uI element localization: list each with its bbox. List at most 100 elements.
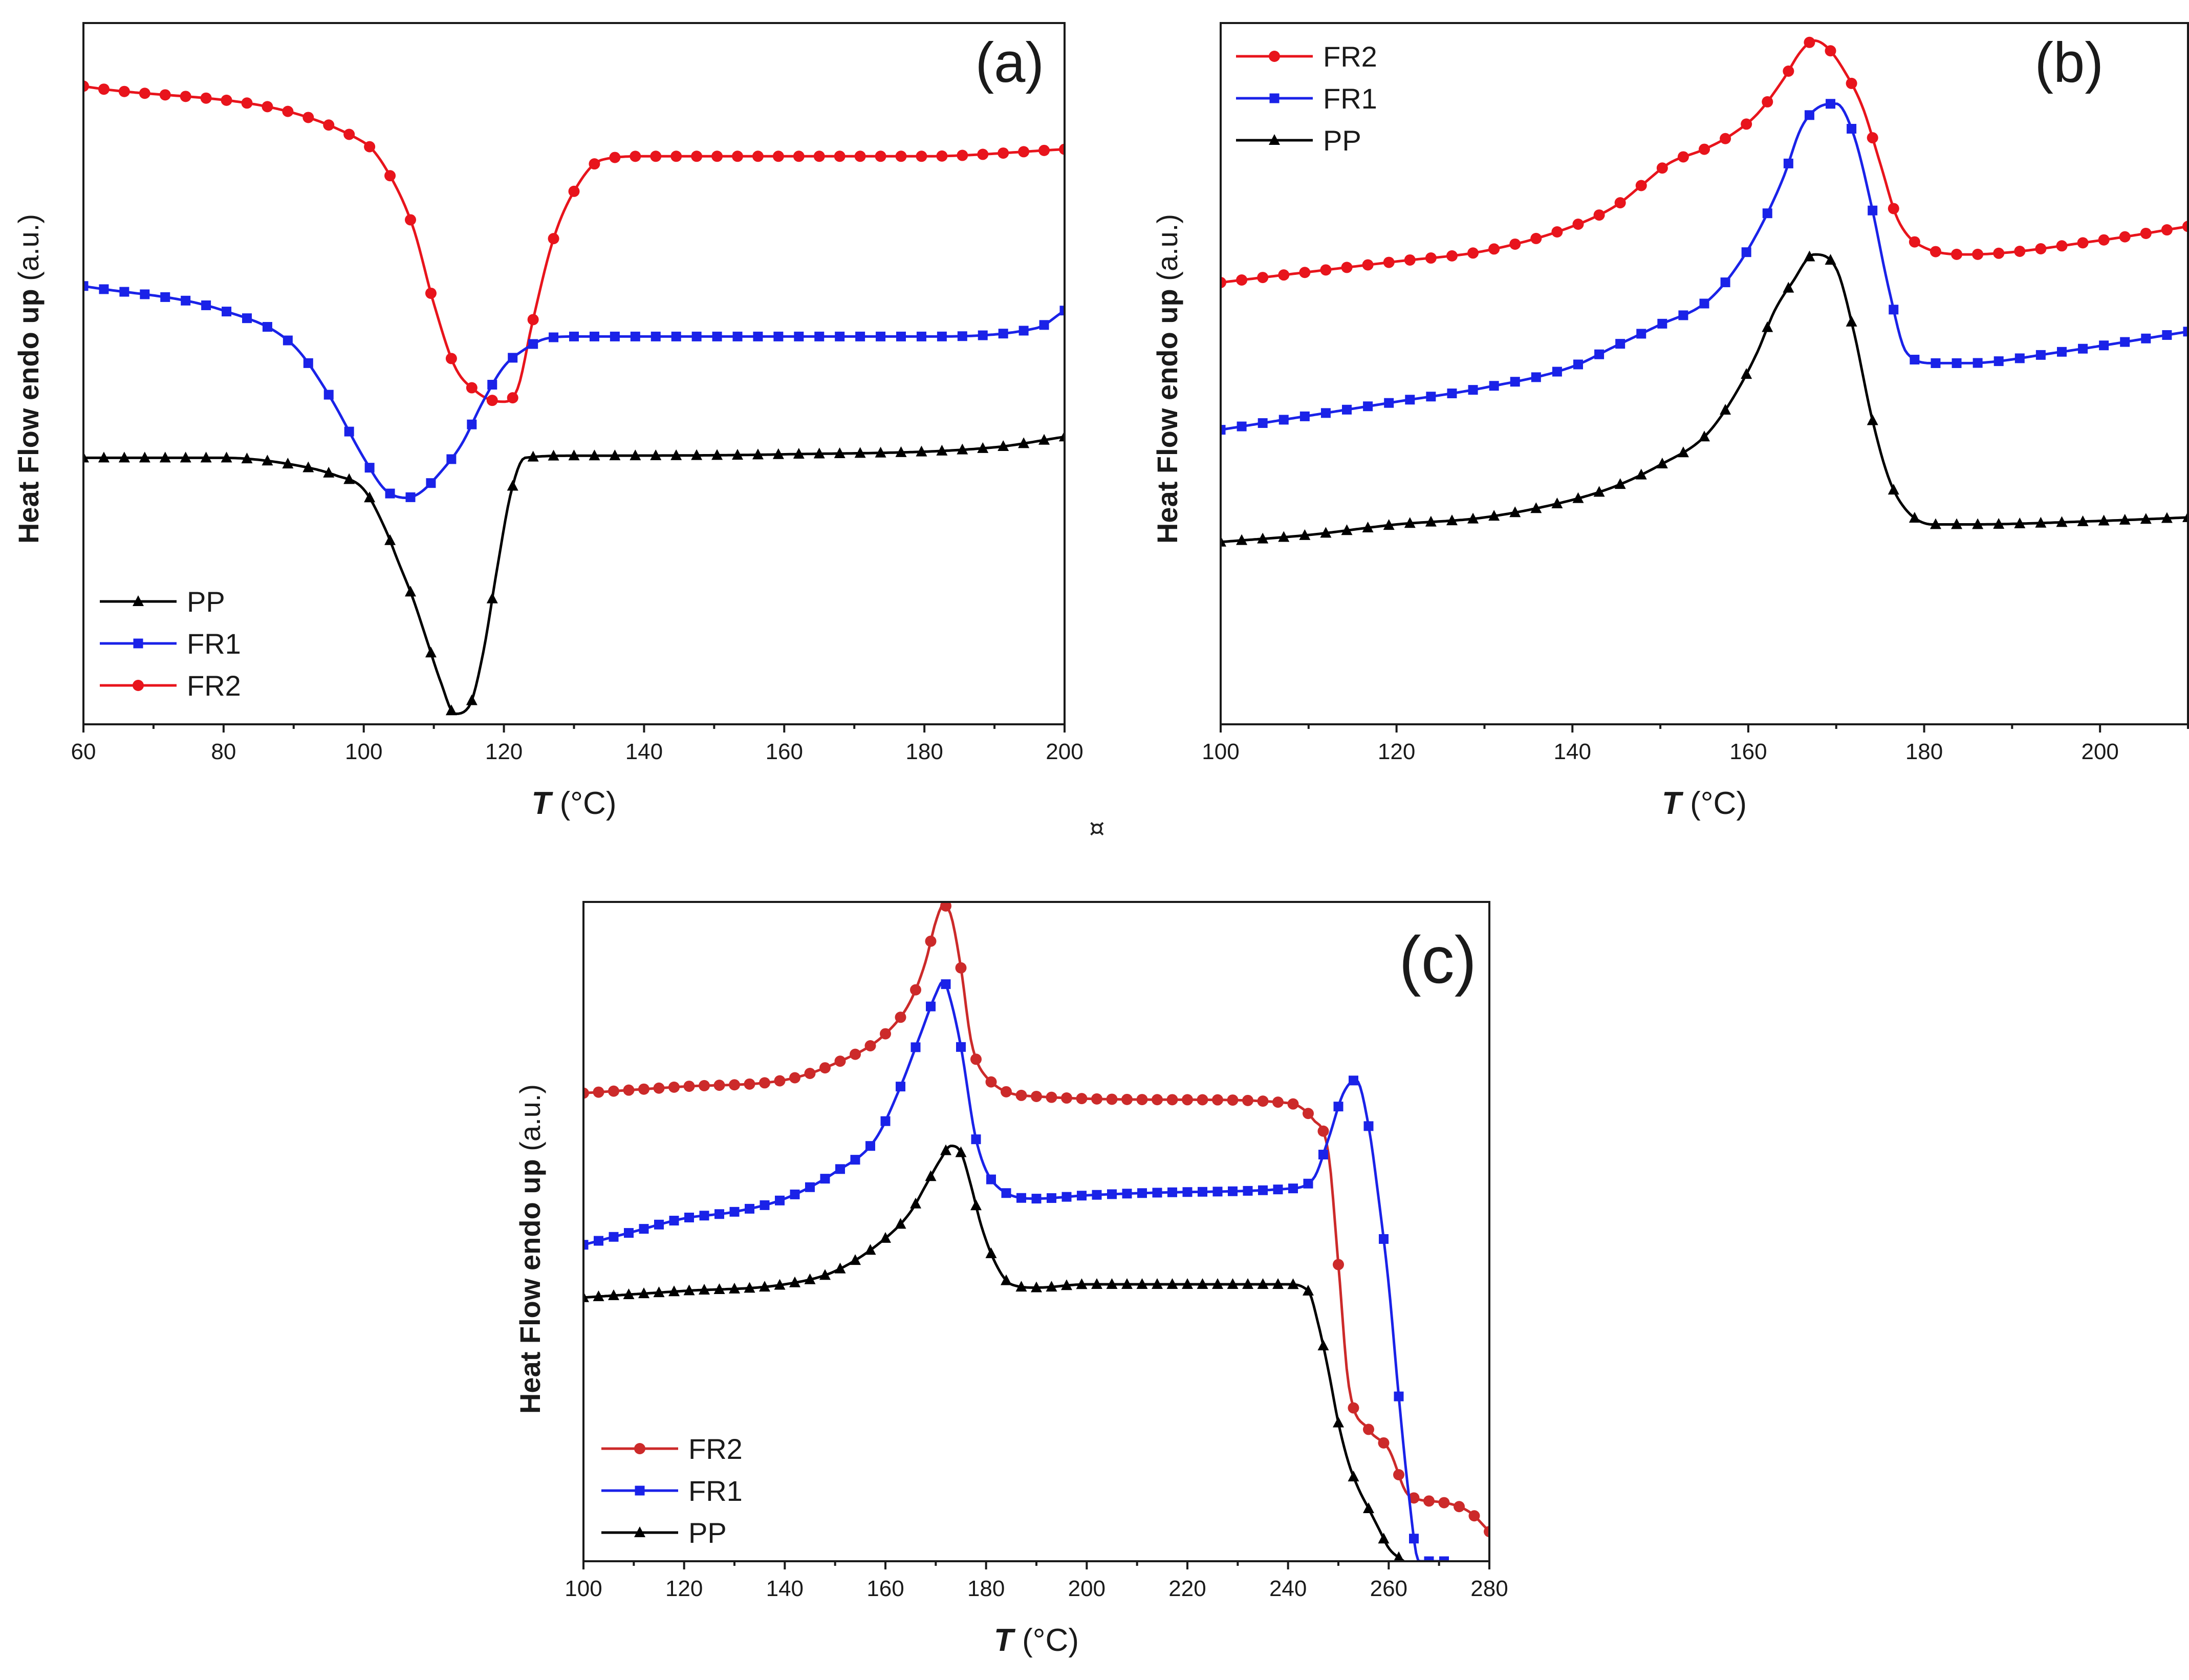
panel-a-series-pp-point	[180, 451, 191, 463]
panel-b-series-fr1-point	[1221, 425, 1226, 435]
panel-a-series-fr2-point	[957, 149, 968, 161]
panel-a-x-axis-label: T (°C)	[532, 786, 617, 821]
panel-b-series-fr1-point	[1278, 415, 1289, 425]
panel-a-legend-swatch-marker	[133, 680, 144, 691]
panel-a-series-fr2-point	[691, 150, 703, 162]
panel-b-series-fr1-point	[1342, 404, 1352, 415]
panel-c-legend-swatch-marker	[635, 1485, 645, 1496]
panel-c-series-pp-point	[1227, 1278, 1239, 1289]
panel-b-series-fr2-point	[1530, 232, 1542, 244]
panel-b-series-fr1-point	[1952, 358, 1962, 368]
panel-c-series-fr1-point	[986, 1174, 996, 1184]
panel-b-series-fr2-point	[1320, 264, 1332, 276]
panel-b-series-pp-point	[2077, 515, 2089, 526]
panel-b-label: (b)	[2035, 31, 2104, 94]
panel-a-series-fr1-point	[1039, 320, 1049, 330]
panel-c-series-fr1-point	[805, 1182, 815, 1192]
panel-a-series-pp-point	[916, 445, 927, 457]
panel-c-series-fr2-point	[713, 1080, 725, 1091]
panel-c-x-tick-label: 260	[1370, 1576, 1407, 1601]
stray-mark: ¤	[1089, 814, 1105, 843]
panel-b-series-fr2-point	[1614, 197, 1626, 209]
panel-c-series-pp-point	[1303, 1284, 1314, 1296]
panel-a-series-fr1-point	[876, 331, 886, 341]
panel-b-series-pp-point	[1951, 518, 1963, 529]
panel-c-series-fr2-point	[1303, 1108, 1314, 1119]
panel-b-series-pp-point	[1257, 532, 1269, 544]
panel-c-series-fr2-point	[1152, 1094, 1163, 1106]
panel-a-series-fr2-point	[405, 214, 416, 226]
panel-a-series-pp-point	[589, 449, 600, 461]
panel-c-series-fr1-point	[820, 1174, 830, 1184]
panel-c-series-pp-point	[1212, 1278, 1223, 1289]
panel-c-series-fr1-point	[714, 1209, 724, 1219]
panel-b-series-fr2-point	[1362, 259, 1374, 271]
panel-a-series-pp-point	[752, 448, 764, 460]
panel-c-series-fr2-point	[683, 1081, 695, 1092]
panel-c-series-pp-point	[668, 1285, 680, 1297]
panel-b-series-fr1-point	[1299, 411, 1310, 421]
panel-c-series-pp-point	[1197, 1278, 1208, 1289]
panel-c-series-fr2-point	[940, 902, 951, 912]
panel-b-series-fr2-point	[2119, 231, 2131, 243]
panel-c-series-pp-point	[1363, 1502, 1374, 1513]
panel-c-series-fr2-point	[1015, 1089, 1027, 1101]
panel-b-series-fr1-point	[1762, 208, 1772, 219]
panel-b-series-pp-point	[1320, 527, 1332, 538]
panel-b-series-pp-point	[1930, 518, 1941, 529]
panel-a-legend-item-fr2: FR2	[100, 670, 241, 702]
panel-a-series-pp-point	[793, 448, 805, 459]
panel-b-series-fr2-point	[1909, 236, 1920, 248]
panel-c-series-pp-point	[623, 1288, 635, 1300]
panel-c-series-fr1-point	[790, 1189, 800, 1199]
panel-c-series-fr2-point	[623, 1084, 635, 1096]
panel-a-series-fr1-point	[732, 331, 743, 341]
panel-b-legend-label: FR2	[1323, 40, 1377, 73]
panel-c-series-fr2-point	[970, 1053, 982, 1065]
panel-c-series-group	[583, 902, 1489, 1561]
panel-a-series-fr1-point	[855, 331, 865, 341]
panel-a-series-pp-point	[98, 451, 110, 463]
panel-b-series-fr2-point	[1488, 243, 1500, 255]
panel-a-series-fr1-point	[691, 331, 702, 341]
panel-a-series-pp-point	[936, 444, 948, 456]
panel-c-series-fr1-point	[639, 1224, 649, 1234]
panel-a-series-pp-point	[998, 440, 1009, 451]
panel-a-series-fr2-point	[98, 83, 110, 95]
panel-c-series-pp-point	[683, 1284, 695, 1296]
panel-a-legend-label: FR1	[187, 628, 241, 660]
panel-b-plot-frame	[1220, 22, 2189, 725]
panel-c-series-fr2-point	[1484, 1526, 1489, 1538]
panel-b-series-pp-point	[1446, 514, 1458, 526]
panel-c-series-fr1-point	[609, 1232, 619, 1242]
panel-b-series-fr1-point	[1910, 355, 1920, 365]
panel-c-series-fr2-point	[1001, 1086, 1012, 1097]
panel-a-legend-item-pp: PP	[100, 586, 225, 618]
panel-a-series-fr2-point	[83, 80, 89, 92]
panel-b-series-fr2-point	[1635, 180, 1647, 191]
panel-b-series-fr1-point	[1993, 356, 2004, 367]
panel-a-x-axis-label-unit: (°C)	[551, 786, 616, 821]
panel-b-series-fr2-point	[1551, 226, 1563, 238]
panel-c-series-fr1-point	[880, 1116, 891, 1126]
panel-b-series-pp-point	[2182, 511, 2188, 522]
panel-b-series-fr2-point	[2035, 243, 2047, 254]
panel-c-series-fr2-point	[834, 1056, 846, 1067]
panel-c-series-pp-point	[759, 1281, 770, 1292]
panel-a-legend-swatch-marker	[133, 595, 144, 606]
panel-a-series-pp-point	[118, 451, 130, 463]
panel-a-series-fr2-point	[507, 392, 518, 404]
panel-c-series-fr1-point	[1394, 1391, 1404, 1402]
panel-a-series-fr2-point	[630, 150, 641, 162]
panel-b-series-fr1-point	[1237, 421, 1247, 432]
panel-a-series-fr2-point	[323, 119, 335, 131]
panel-b-series-fr2-point	[1930, 246, 1941, 257]
panel-a-series-fr1-point	[569, 331, 579, 341]
panel-c-legend-swatch-marker	[634, 1526, 645, 1537]
panel-a-series-fr1-point	[651, 331, 661, 341]
panel-c-series-pp-point	[925, 1170, 937, 1181]
panel-c-series-fr2-point	[638, 1083, 649, 1095]
panel-c-x-tick-label: 240	[1269, 1576, 1307, 1601]
panel-a-series-pp-point	[241, 453, 253, 464]
